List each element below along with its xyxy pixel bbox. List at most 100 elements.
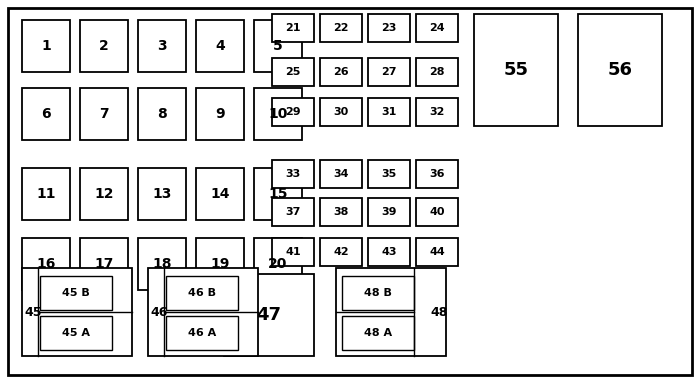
Bar [320,58,362,86]
Text: 24: 24 [429,23,444,33]
Text: 44: 44 [429,247,445,257]
Text: 16: 16 [36,257,56,271]
Bar [368,160,410,188]
Text: 28: 28 [429,67,444,77]
Text: 30: 30 [333,107,349,117]
Bar [22,268,132,356]
Bar [416,14,458,42]
Bar [254,88,302,140]
Bar [254,238,302,290]
Text: 55: 55 [503,61,528,79]
Text: 27: 27 [382,67,397,77]
Text: 43: 43 [382,247,397,257]
Bar [80,168,128,220]
Bar [368,58,410,86]
Bar [196,238,244,290]
Bar [368,238,410,266]
Text: 47: 47 [256,306,281,324]
Bar [254,168,302,220]
Bar [22,88,70,140]
Bar [320,238,362,266]
Bar [320,98,362,126]
Text: 19: 19 [210,257,230,271]
Text: 48 A: 48 A [364,328,392,338]
Bar [320,198,362,226]
Bar [416,198,458,226]
Bar [320,160,362,188]
Text: 15: 15 [268,187,288,201]
Bar [22,20,70,72]
Text: 35: 35 [382,169,397,179]
Bar [272,98,314,126]
Text: 45: 45 [24,306,41,319]
Bar [272,198,314,226]
Bar [196,20,244,72]
Text: 40: 40 [429,207,444,217]
Text: 18: 18 [153,257,172,271]
Text: 12: 12 [94,187,113,201]
Bar [22,238,70,290]
Bar [138,168,186,220]
Bar [368,198,410,226]
Text: 45 A: 45 A [62,328,90,338]
Bar [148,268,258,356]
Text: 21: 21 [286,23,301,33]
Text: 29: 29 [285,107,301,117]
Bar [40,276,112,310]
Text: 42: 42 [333,247,349,257]
Bar [474,14,558,126]
Bar [272,58,314,86]
Bar [138,20,186,72]
Text: 22: 22 [333,23,349,33]
Bar [416,238,458,266]
Bar [80,238,128,290]
Bar [416,160,458,188]
Bar [272,238,314,266]
Text: 10: 10 [268,107,288,121]
Bar [166,316,238,350]
Text: 2: 2 [99,39,109,53]
Bar [342,276,414,310]
Bar [80,88,128,140]
Bar [40,316,112,350]
Text: 41: 41 [285,247,301,257]
Text: 25: 25 [286,67,301,77]
Text: 32: 32 [429,107,444,117]
Bar [416,58,458,86]
Bar [196,88,244,140]
Bar [80,20,128,72]
Bar [578,14,662,126]
Bar [254,20,302,72]
Bar [336,268,446,356]
Bar [22,168,70,220]
Bar [320,14,362,42]
Bar [272,14,314,42]
Text: 31: 31 [382,107,397,117]
Text: 48 B: 48 B [364,288,392,298]
Text: 56: 56 [608,61,633,79]
Text: 23: 23 [382,23,397,33]
Text: 37: 37 [286,207,301,217]
Text: 46 B: 46 B [188,288,216,298]
Text: 26: 26 [333,67,349,77]
Text: 13: 13 [153,187,172,201]
Text: 33: 33 [286,169,300,179]
Bar [196,168,244,220]
Text: 9: 9 [215,107,225,121]
Text: 7: 7 [99,107,108,121]
Text: 8: 8 [157,107,167,121]
Text: 39: 39 [382,207,397,217]
Text: 20: 20 [268,257,288,271]
Text: 17: 17 [94,257,113,271]
Text: 45 B: 45 B [62,288,90,298]
Bar [368,14,410,42]
Text: 14: 14 [210,187,230,201]
Bar [342,316,414,350]
Bar [272,160,314,188]
Text: 11: 11 [36,187,56,201]
Bar [166,276,238,310]
Text: 1: 1 [41,39,51,53]
Bar [368,98,410,126]
Bar [138,88,186,140]
Text: 46 A: 46 A [188,328,216,338]
